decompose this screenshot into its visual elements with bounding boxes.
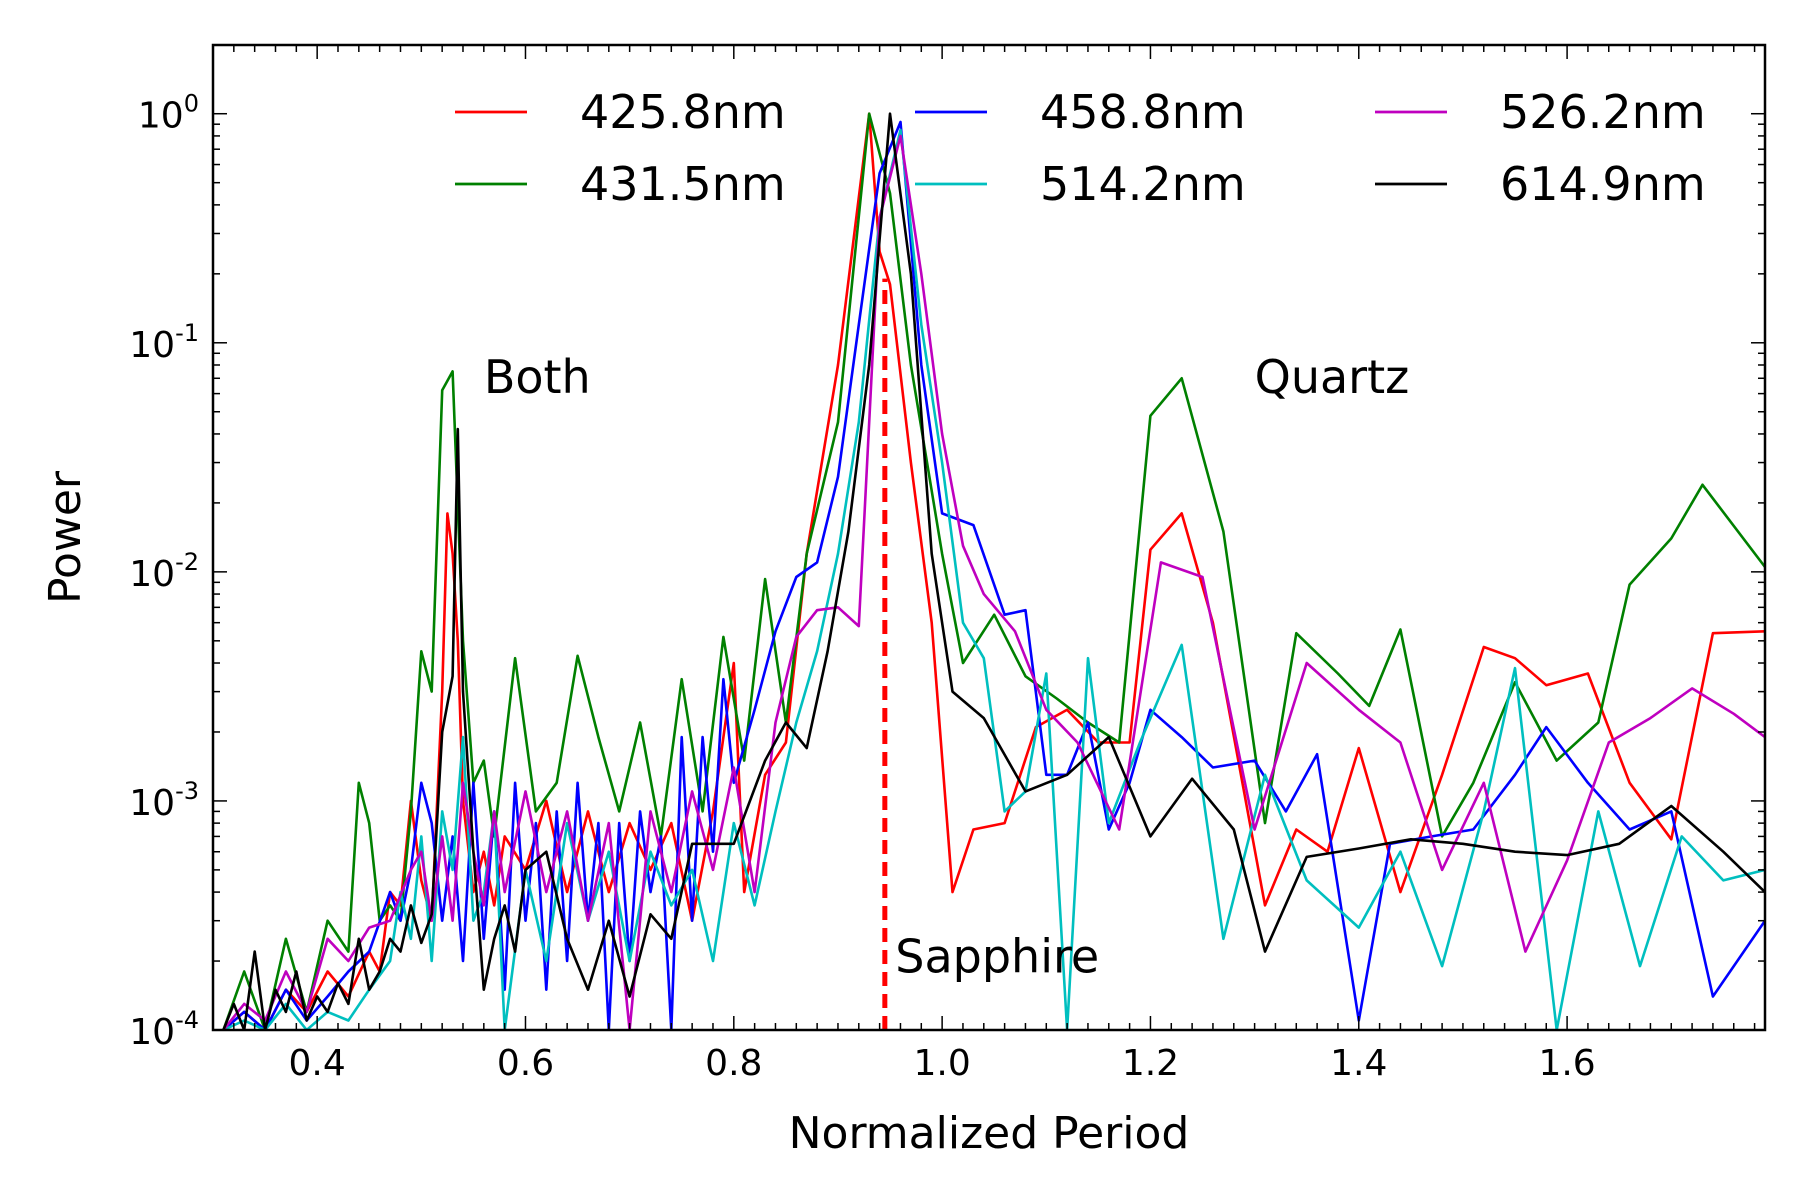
legend-label: 614.9nm [1500,157,1706,211]
legend-label: 526.2nm [1500,85,1706,139]
x-tick-label: 1.0 [913,1043,970,1084]
x-tick-label: 1.4 [1330,1043,1387,1084]
y-tick-label: 100 [138,90,199,137]
y-tick-label: 10-4 [129,1006,199,1053]
legend-label: 458.8nm [1040,85,1246,139]
annotation-quartz: Quartz [1255,350,1410,404]
x-tick-label: 1.2 [1122,1043,1179,1084]
x-tick-label: 0.6 [497,1043,554,1084]
legend-label: 431.5nm [580,157,786,211]
y-axis-label: Power [40,470,91,604]
x-tick-label: 0.8 [705,1043,762,1084]
plot-frame [211,43,1767,1032]
legend-label: 425.8nm [580,85,786,139]
y-tick-label: 10-2 [129,548,199,595]
x-axis-label: Normalized Period [789,1108,1190,1159]
x-tick-label: 1.6 [1538,1043,1595,1084]
legend-label: 514.2nm [1040,157,1246,211]
series-line-526.2nm [222,134,1765,1030]
series-line-614.9nm [222,112,1765,1030]
series-line-425.8nm [222,112,1765,1030]
annotation-sapphire: Sapphire [895,930,1099,984]
y-tick-label: 10-3 [129,777,199,824]
series-line-431.5nm [222,112,1765,1030]
y-tick-label: 10-1 [129,319,199,366]
x-tick-label: 0.4 [289,1043,346,1084]
annotation-both: Both [484,350,591,404]
series-line-514.2nm [222,128,1765,1030]
plot-area [222,112,1765,1030]
